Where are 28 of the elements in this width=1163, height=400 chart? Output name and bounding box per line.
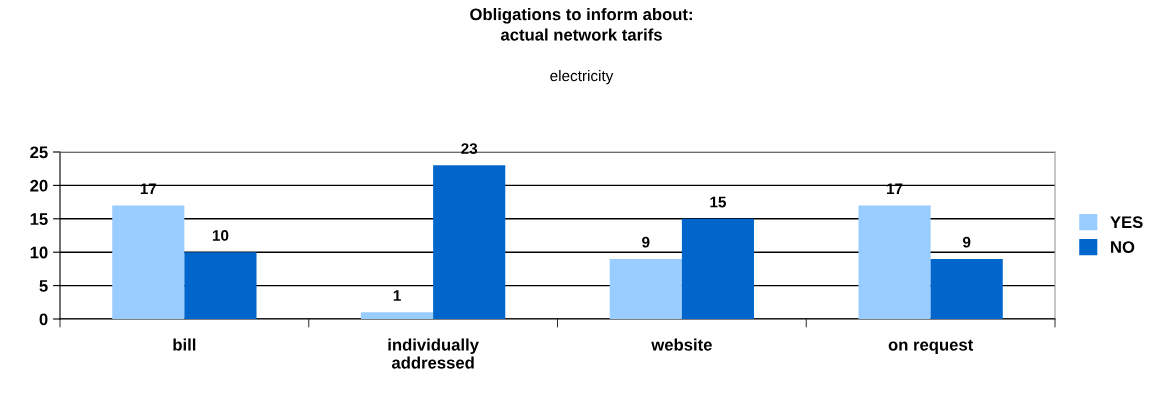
y-tick-label: 20 (30, 179, 48, 192)
bar (609, 258, 682, 319)
bar (930, 258, 1003, 319)
bar (360, 312, 434, 319)
bar (858, 205, 931, 319)
bar (184, 252, 257, 319)
data-label: 10 (212, 230, 229, 241)
legend-label: NO (1111, 241, 1135, 253)
data-label: 1 (393, 290, 401, 301)
x-tick-label: website (651, 338, 712, 351)
legend-label: YES (1110, 216, 1143, 229)
bar (112, 205, 185, 319)
data-label: 9 (642, 236, 650, 248)
data-label: 9 (962, 236, 971, 248)
data-label: 15 (710, 196, 727, 208)
x-tick-label: individually addressed (388, 338, 479, 369)
x-tick-label: bill (173, 338, 196, 351)
y-tick-label: 25 (30, 146, 48, 159)
data-label: 23 (461, 143, 478, 155)
bar (433, 165, 506, 319)
bar (681, 218, 755, 319)
x-tick-label: on request (888, 339, 974, 354)
y-tick-label: 0 (39, 313, 48, 326)
y-tick-label: 5 (39, 280, 48, 292)
y-tick-label: 10 (30, 246, 48, 259)
y-tick-label: 15 (30, 213, 48, 225)
chart-title: Obligations to inform about: actual network tarifs (470, 8, 692, 41)
chart-subtitle: electricity (550, 70, 614, 85)
